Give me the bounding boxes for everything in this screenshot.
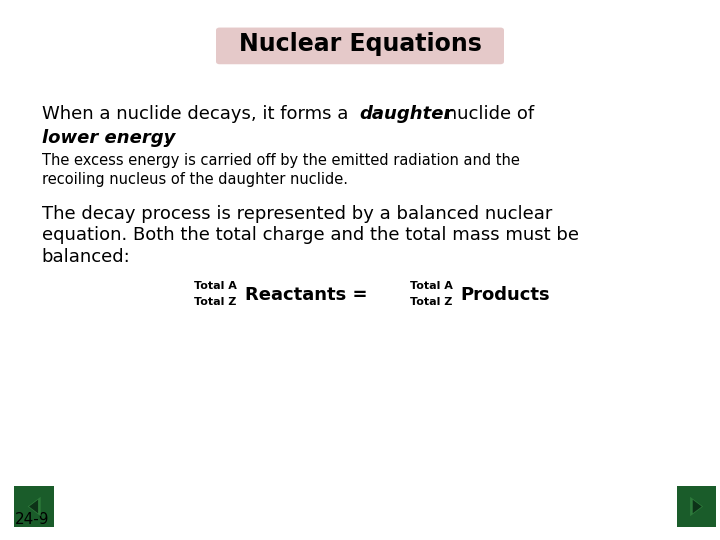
Text: The excess energy is carried off by the emitted radiation and the: The excess energy is carried off by the … <box>42 153 520 168</box>
Text: The decay process is represented by a balanced nuclear: The decay process is represented by a ba… <box>42 205 552 222</box>
Text: Reactants =: Reactants = <box>245 286 367 303</box>
Text: .: . <box>163 129 169 147</box>
Text: lower energy: lower energy <box>42 129 175 147</box>
Text: 24-9: 24-9 <box>14 512 49 527</box>
Text: Nuclear Equations: Nuclear Equations <box>238 32 482 56</box>
Text: daughter: daughter <box>359 105 452 123</box>
Text: Total A: Total A <box>194 281 238 291</box>
Text: Total A: Total A <box>410 281 454 291</box>
Text: Products: Products <box>461 286 550 303</box>
Text: nuclide of: nuclide of <box>440 105 534 123</box>
Text: balanced:: balanced: <box>42 248 130 266</box>
Text: Total Z: Total Z <box>194 297 237 307</box>
Text: equation. Both the total charge and the total mass must be: equation. Both the total charge and the … <box>42 226 579 244</box>
Text: When a nuclide decays, it forms a: When a nuclide decays, it forms a <box>42 105 354 123</box>
Text: Total Z: Total Z <box>410 297 453 307</box>
Text: recoiling nucleus of the daughter nuclide.: recoiling nucleus of the daughter nuclid… <box>42 172 348 187</box>
